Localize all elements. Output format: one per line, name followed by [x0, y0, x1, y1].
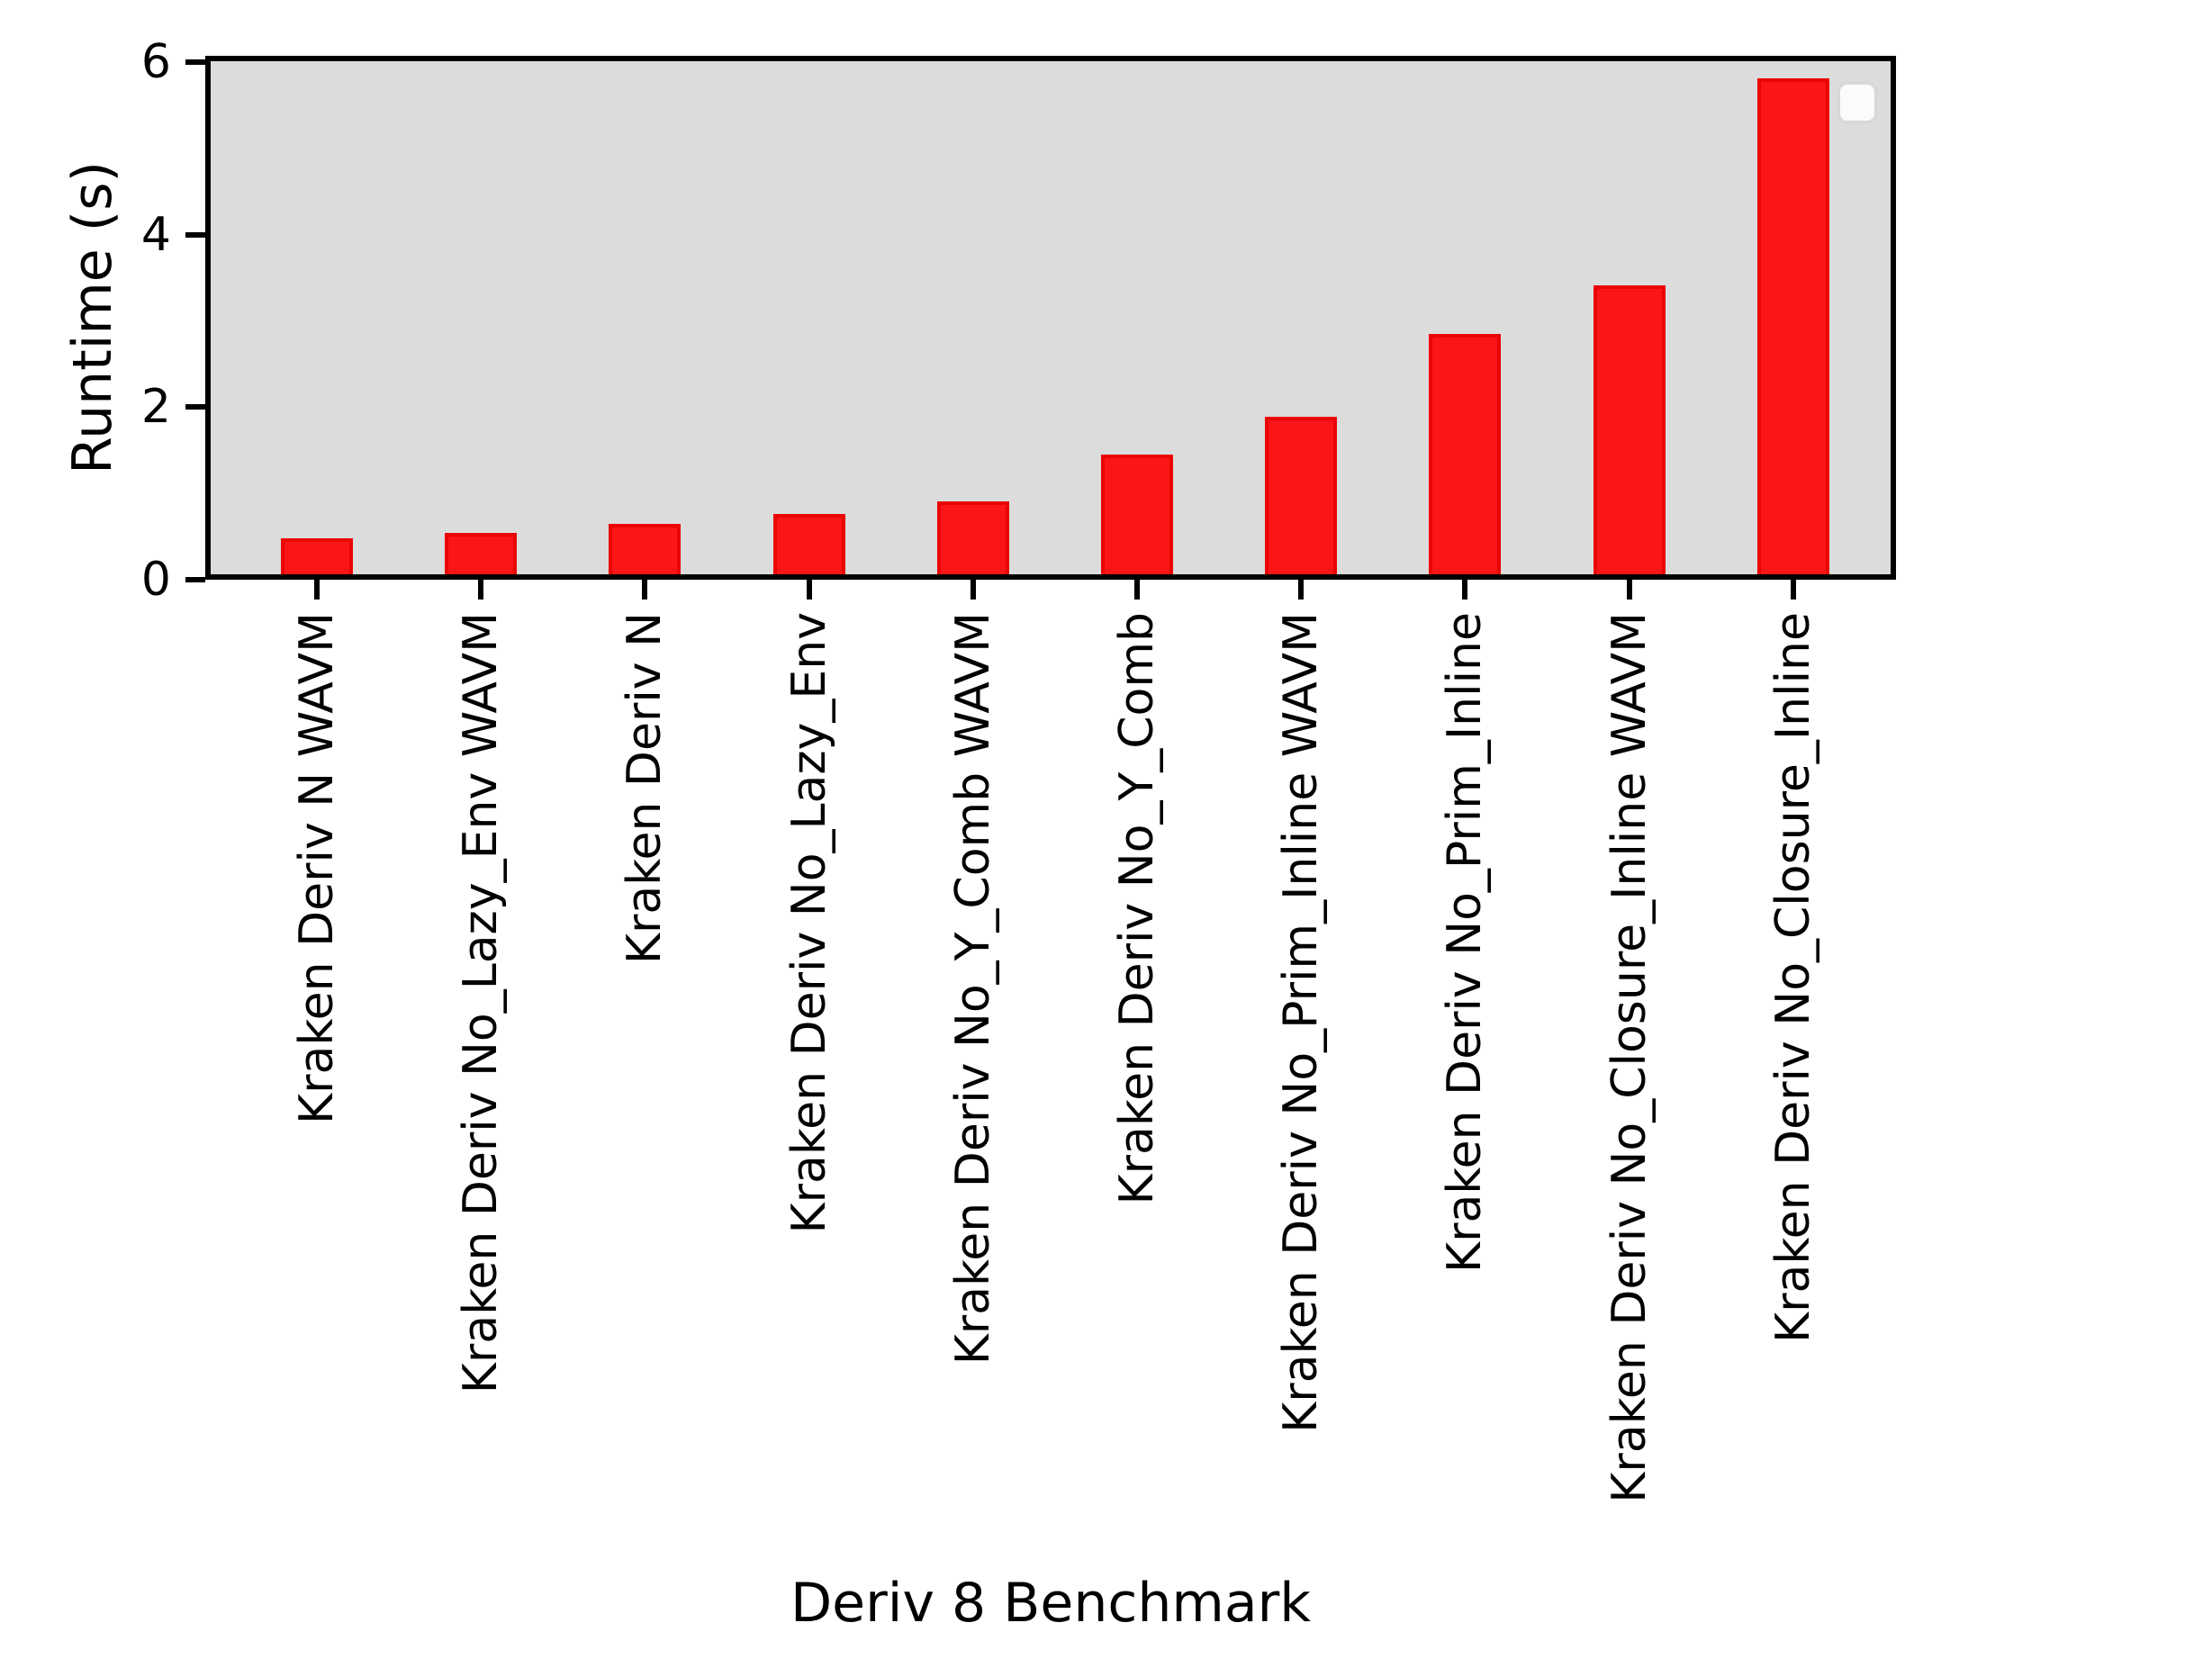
y-tick-label-6: 6 — [140, 35, 171, 90]
x-tick-label-10: Kraken Deriv No_Closure_Inline — [1765, 612, 1820, 1343]
y-tick-mark-0 — [185, 577, 205, 582]
x-tick-mark-1 — [314, 580, 320, 600]
x-tick-label-2: Kraken Deriv No_Lazy_Env WAVM — [454, 612, 509, 1394]
bar-10 — [1756, 78, 1829, 574]
x-tick-mark-9 — [1626, 580, 1632, 600]
y-tick-mark-6 — [185, 59, 205, 66]
x-tick-mark-7 — [1298, 580, 1305, 600]
x-tick-mark-3 — [642, 580, 648, 600]
bar-1 — [281, 538, 353, 574]
legend-box — [1837, 81, 1878, 124]
plot-area — [205, 56, 1896, 580]
x-tick-label-6: Kraken Deriv No_Y_Comb — [1110, 612, 1164, 1205]
y-tick-label-4: 4 — [140, 207, 171, 262]
x-tick-mark-2 — [478, 580, 484, 600]
x-tick-label-9: Kraken Deriv No_Closure_Inline WAVM — [1602, 612, 1657, 1503]
x-tick-label-3: Kraken Deriv N — [618, 612, 673, 965]
bar-5 — [936, 501, 1009, 574]
bar-3 — [609, 524, 682, 574]
y-tick-mark-2 — [185, 404, 205, 410]
y-tick-label-2: 2 — [140, 380, 171, 435]
x-tick-label-4: Kraken Deriv No_Lazy_Env — [781, 612, 836, 1234]
x-axis-title: Deriv 8 Benchmark — [790, 1572, 1312, 1635]
x-tick-label-5: Kraken Deriv No_Y_Comb WAVM — [945, 612, 1000, 1366]
bar-9 — [1593, 285, 1666, 574]
bar-4 — [772, 514, 845, 574]
x-tick-mark-10 — [1790, 580, 1796, 600]
bar-6 — [1101, 455, 1173, 574]
x-tick-mark-8 — [1462, 580, 1468, 600]
x-tick-mark-4 — [806, 580, 812, 600]
x-tick-label-1: Kraken Deriv N WAVM — [290, 612, 344, 1124]
x-tick-mark-6 — [1134, 580, 1140, 600]
bar-7 — [1265, 417, 1338, 574]
x-tick-label-7: Kraken Deriv No_Prim_Inline WAVM — [1274, 612, 1329, 1433]
y-tick-mark-4 — [185, 231, 205, 238]
y-tick-label-0: 0 — [140, 553, 171, 607]
bar-2 — [445, 533, 518, 574]
x-tick-mark-5 — [970, 580, 976, 600]
x-tick-label-8: Kraken Deriv No_Prim_Inline — [1438, 612, 1493, 1274]
bar-8 — [1429, 334, 1502, 574]
